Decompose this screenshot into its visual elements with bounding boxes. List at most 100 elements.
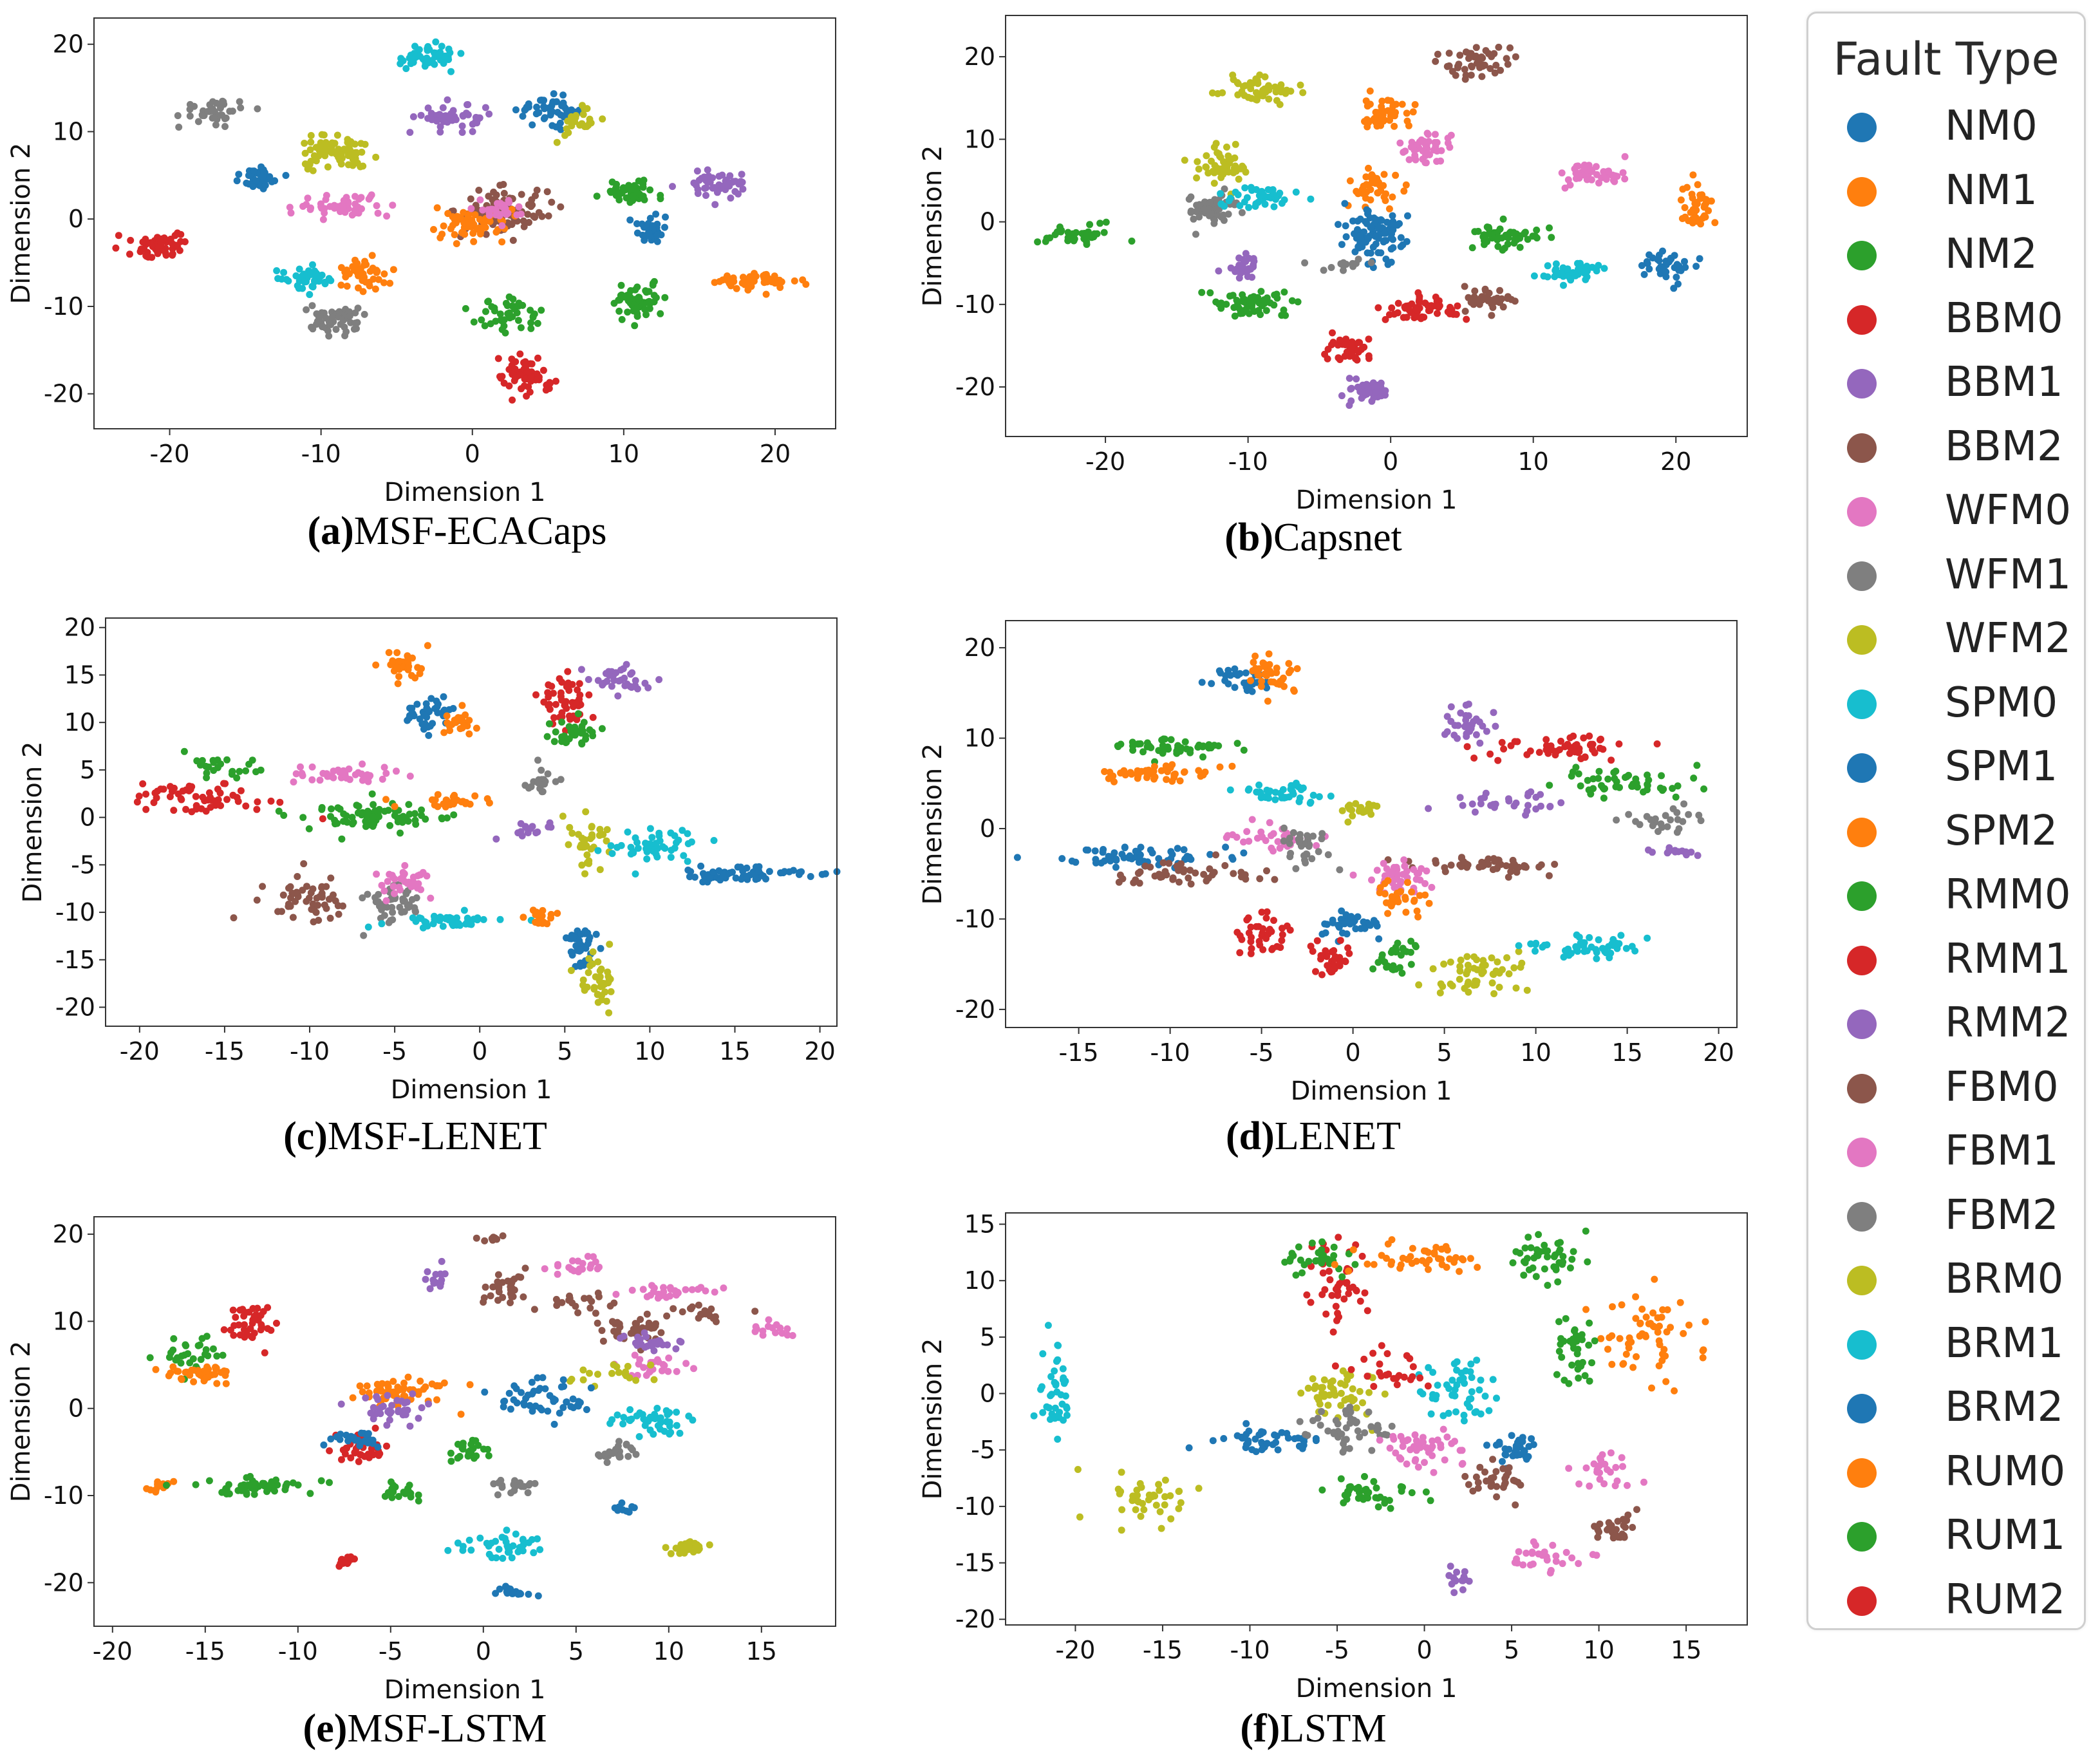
point-bbm1 <box>669 183 676 191</box>
point-wfm2 <box>605 977 613 985</box>
point-bbm1 <box>464 101 472 108</box>
y-tick-label: 20 <box>964 42 995 71</box>
point-nm2 <box>1568 773 1575 780</box>
point-nm1 <box>762 290 770 298</box>
point-wfm2 <box>1273 97 1280 104</box>
point-fbm0 <box>1476 863 1483 871</box>
point-bbm0 <box>563 683 570 691</box>
point-nm0 <box>1399 241 1407 249</box>
point-bbm0 <box>539 366 547 374</box>
point-spm0 <box>476 1534 484 1542</box>
point-nm2 <box>306 1490 314 1497</box>
point-spm2 <box>380 270 388 277</box>
x-tick-label: 10 <box>634 1037 665 1065</box>
scatter-points <box>112 38 810 404</box>
point-fbm0 <box>657 1329 665 1337</box>
point-fbm0 <box>1432 859 1439 867</box>
point-bbm1 <box>577 666 585 673</box>
point-nm2 <box>1595 767 1603 775</box>
point-nm1 <box>393 649 401 657</box>
point-wfm2 <box>320 131 328 139</box>
point-wfm2 <box>1210 180 1218 187</box>
point-wfm1 <box>1336 866 1344 874</box>
point-bbm1 <box>436 128 444 136</box>
point-wfm2 <box>1499 966 1506 973</box>
point-bbm0 <box>1548 746 1556 754</box>
point-bbm1 <box>1347 385 1355 393</box>
point-wfm1 <box>1280 824 1288 832</box>
point-nm1 <box>1150 767 1158 775</box>
point-spm1 <box>1671 252 1678 259</box>
point-spm0 <box>1289 791 1297 798</box>
point-bbm0 <box>1586 732 1593 740</box>
point-wfm2 <box>559 812 567 820</box>
point-nm2 <box>405 801 413 809</box>
point-nm2 <box>482 308 489 315</box>
point-nm1 <box>1264 697 1271 705</box>
point-rmm1 <box>135 793 143 800</box>
point-spm2 <box>1408 888 1416 896</box>
chart-panel-c: -20 -15 -10 -5 0 5 10 15 20-20-15-10-505101520Di… <box>18 614 841 1105</box>
x-tick-label: 20 <box>760 440 791 468</box>
point-rmm1 <box>1433 303 1441 310</box>
point-nm0 <box>1335 921 1342 929</box>
point-wfm2 <box>1439 982 1447 990</box>
point-bbm1 <box>406 1422 414 1430</box>
point-nm1 <box>1261 670 1268 678</box>
point-wfm2 <box>1221 160 1229 168</box>
point-nm2 <box>1043 234 1051 242</box>
point-bbm1 <box>737 178 745 185</box>
point-fbm0 <box>530 1306 538 1313</box>
point-nm1 <box>1355 190 1362 198</box>
point-nm1 <box>764 274 772 282</box>
point-nm1 <box>1346 177 1354 185</box>
point-spm2 <box>1404 879 1411 887</box>
point-bbm1 <box>641 1344 649 1351</box>
point-wfm2 <box>1457 956 1465 964</box>
point-rum1 <box>649 279 657 287</box>
point-nm1 <box>1120 767 1128 774</box>
point-nm2 <box>545 720 553 727</box>
x-tick-label: 20 <box>1660 447 1691 476</box>
point-bbm1 <box>620 1333 628 1340</box>
point-wfm1 <box>254 105 261 113</box>
point-wfm1 <box>544 770 552 778</box>
point-rmm1 <box>1385 311 1393 319</box>
point-nm2 <box>163 1481 170 1489</box>
point-rmm0 <box>1294 298 1302 306</box>
point-rmm1 <box>1322 947 1329 955</box>
point-nm0 <box>1375 935 1383 943</box>
point-wfm1 <box>1206 198 1214 206</box>
point-wfm2 <box>596 825 604 833</box>
point-nm0 <box>1360 918 1367 926</box>
point-wfm0 <box>1561 184 1569 192</box>
point-nm0 <box>734 863 742 871</box>
point-bbm2 <box>527 203 535 211</box>
point-bbm1 <box>585 676 592 683</box>
point-wfm2 <box>348 152 355 160</box>
point-wfm1 <box>1613 816 1620 824</box>
point-bbm0 <box>525 368 532 376</box>
point-rmm1 <box>241 1321 248 1329</box>
point-wfm1 <box>1657 820 1665 828</box>
point-wfm2 <box>359 162 367 170</box>
point-bbm0 <box>1653 740 1661 747</box>
point-wfm2 <box>589 948 597 955</box>
point-nm0 <box>481 1388 489 1396</box>
point-bbm1 <box>1505 795 1512 803</box>
point-bbm2 <box>543 188 551 196</box>
point-spm1 <box>541 114 549 122</box>
point-spm0 <box>465 1536 473 1544</box>
point-nm2 <box>1199 753 1206 761</box>
point-spm0 <box>608 850 616 858</box>
point-nm0 <box>821 870 829 877</box>
point-wfm2 <box>606 941 614 948</box>
point-bbm1 <box>702 184 710 192</box>
point-spm1 <box>537 97 544 104</box>
y-tick-label: 10 <box>964 125 995 153</box>
point-nm2 <box>196 1341 203 1349</box>
point-fbm0 <box>1177 860 1185 868</box>
point-nm2 <box>1700 785 1708 793</box>
point-wfm1 <box>541 780 549 788</box>
point-wfm1 <box>490 1480 498 1488</box>
